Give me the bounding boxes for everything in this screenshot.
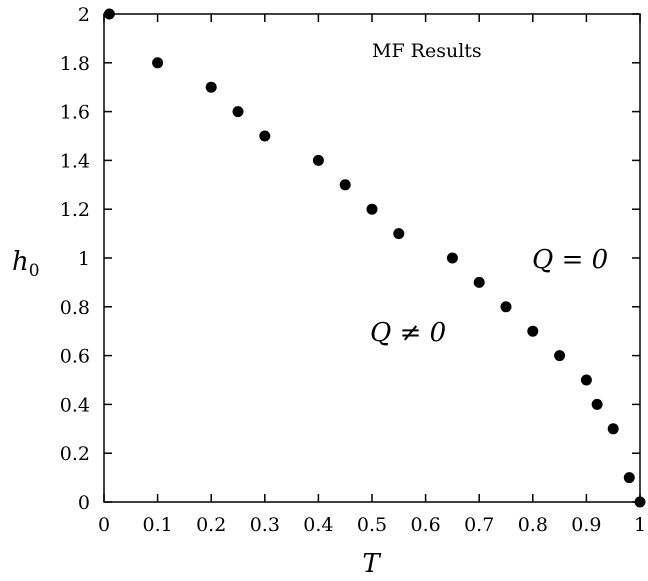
y-tick-label: 1.6	[60, 102, 90, 124]
x-tick-label: 0.9	[571, 514, 601, 536]
y-tick-label: 1	[78, 248, 90, 270]
y-tick-label: 0.2	[60, 443, 90, 465]
data-point	[634, 496, 646, 508]
data-point	[527, 325, 539, 337]
x-tick-label: 0.6	[410, 514, 440, 536]
data-point	[607, 423, 619, 435]
data-point	[232, 106, 244, 118]
data-point	[152, 57, 164, 69]
data-point	[591, 398, 603, 410]
data-point	[312, 154, 324, 166]
y-tick-label: 0	[78, 492, 90, 514]
data-point	[473, 276, 485, 288]
data-point	[339, 179, 351, 191]
annotation-q-equal-zero: Q = 0	[532, 245, 608, 275]
data-point	[623, 472, 635, 484]
x-tick-label: 0.7	[464, 514, 494, 536]
y-axis-title-main: h	[12, 247, 29, 277]
x-tick-label: 0.5	[357, 514, 387, 536]
x-tick-label: 0.3	[250, 514, 280, 536]
data-point	[259, 130, 271, 142]
x-tick-label: 0.1	[142, 514, 172, 536]
y-tick-label: 0.6	[60, 346, 90, 368]
y-tick-label: 2	[78, 4, 90, 26]
y-tick-label: 1.4	[60, 150, 90, 172]
y-tick-label: 0.4	[60, 394, 90, 416]
data-point	[393, 228, 405, 240]
x-tick-label: 0	[98, 514, 110, 536]
x-tick-label: 0.8	[518, 514, 548, 536]
data-point	[554, 350, 566, 362]
y-tick-label: 1.2	[60, 199, 90, 221]
annotation-q-not-zero: Q ≠ 0	[370, 318, 446, 348]
data-point	[500, 301, 512, 313]
y-axis-title-sub: 0	[29, 261, 40, 281]
data-point	[103, 8, 115, 20]
x-axis-title: T	[362, 549, 381, 579]
data-point	[580, 374, 592, 386]
y-axis-title: h0	[12, 247, 40, 281]
data-point	[446, 252, 458, 264]
x-tick-label: 0.4	[303, 514, 333, 536]
data-point	[366, 203, 378, 215]
y-tick-label: 0.8	[60, 297, 90, 319]
x-tick-label: 1	[634, 514, 646, 536]
x-tick-label: 0.2	[196, 514, 226, 536]
chart-title: MF Results	[372, 40, 482, 62]
data-point	[205, 81, 217, 93]
y-tick-label: 1.8	[60, 53, 90, 75]
